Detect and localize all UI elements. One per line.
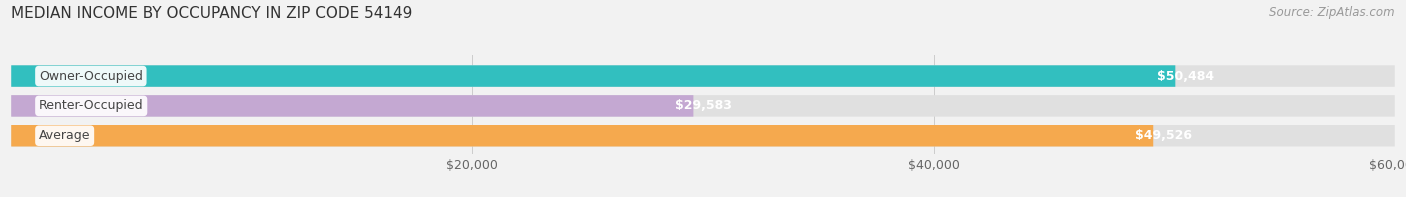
Text: $50,484: $50,484 bbox=[1157, 70, 1213, 83]
Text: Owner-Occupied: Owner-Occupied bbox=[39, 70, 143, 83]
Text: Average: Average bbox=[39, 129, 90, 142]
Text: $49,526: $49,526 bbox=[1135, 129, 1192, 142]
Text: Source: ZipAtlas.com: Source: ZipAtlas.com bbox=[1270, 6, 1395, 19]
FancyBboxPatch shape bbox=[11, 65, 1395, 87]
FancyBboxPatch shape bbox=[11, 65, 1175, 87]
FancyBboxPatch shape bbox=[11, 95, 693, 117]
Text: MEDIAN INCOME BY OCCUPANCY IN ZIP CODE 54149: MEDIAN INCOME BY OCCUPANCY IN ZIP CODE 5… bbox=[11, 6, 412, 21]
FancyBboxPatch shape bbox=[11, 125, 1153, 147]
FancyBboxPatch shape bbox=[11, 95, 1395, 117]
Text: Renter-Occupied: Renter-Occupied bbox=[39, 99, 143, 112]
FancyBboxPatch shape bbox=[11, 125, 1395, 147]
Text: $29,583: $29,583 bbox=[675, 99, 731, 112]
